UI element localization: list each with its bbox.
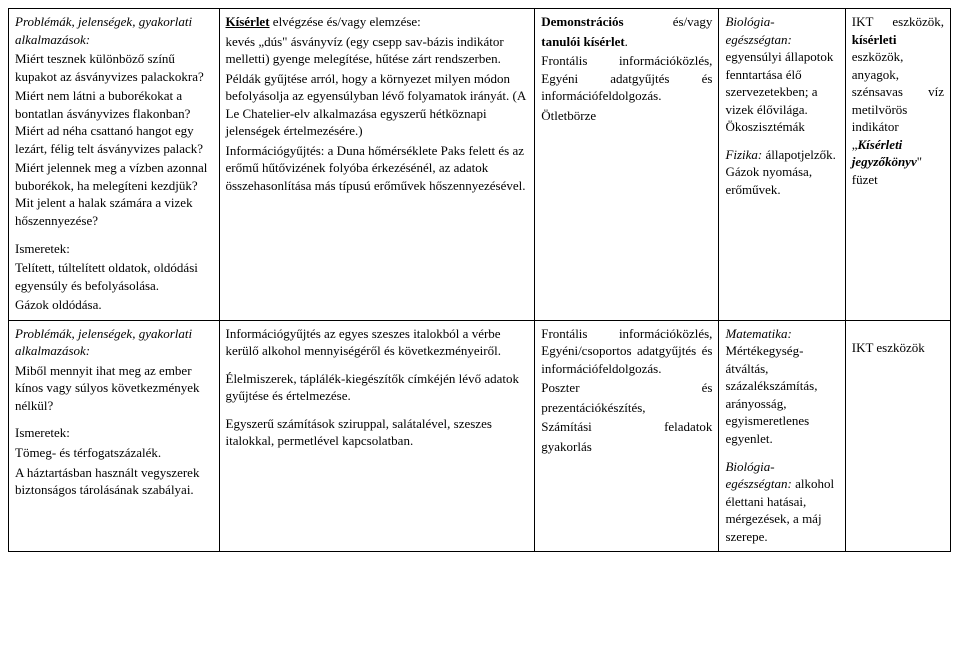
cell-r1c4: Biológia-egészségtan: egyensúlyi állapot… [719,9,845,321]
biology-label: Biológia-egészségtan: [725,459,791,492]
biology-label: Biológia-egészségtan: [725,14,791,47]
text: Poszter és [541,379,712,397]
text: A háztartásban használt vegyszerek bizto… [15,464,213,499]
cell-r2c1: Problémák, jelenségek, gyakorlati alkalm… [9,320,220,552]
text: prezentációkészítés, [541,399,712,417]
text: Számítási feladatok [541,418,712,436]
text: Miért jelennek meg a vízben azonnal bubo… [15,159,213,229]
text: Biológia-egészségtan: egyensúlyi állapot… [725,13,838,136]
demo-label: Demonstrációs [541,13,623,31]
text: feladatok [664,418,712,436]
experiment-label: Kísérlet [226,14,270,29]
cell-r1c1: Problémák, jelenségek, gyakorlati alkalm… [9,9,220,321]
text: Információgyűjtés az egyes szeszes italo… [226,325,529,360]
knowledge-label: Ismeretek: [15,240,213,258]
knowledge-label: Ismeretek: [15,424,213,442]
text: . [625,34,628,49]
physics-label: Fizika: [725,147,762,162]
text: Példák gyűjtése arról, hogy a környezet … [226,70,529,140]
text: egyensúlyi állapotok fenntartása élő sze… [725,49,833,134]
text: elvégzése és/vagy elemzése: [270,14,421,29]
cell-r1c3: Demonstrációs és/vagy tanulói kísérlet. F… [535,9,719,321]
text: tanulói kísérlet. [541,33,712,51]
text: Fizika: állapotjelzők. Gázok nyomása, er… [725,146,838,199]
text: gyakorlás [541,438,712,456]
experimental-bold: kísérleti [852,32,897,47]
text: Biológia-egészségtan: alkohol élettani h… [725,458,838,546]
text: Kísérlet elvégzése és/vagy elemzése: [226,13,529,31]
table-row: Problémák, jelenségek, gyakorlati alkalm… [9,9,951,321]
text: Demonstrációs és/vagy [541,13,712,31]
table-row: Problémák, jelenségek, gyakorlati alkalm… [9,320,951,552]
problems-label: Problémák, jelenségek, gyakorlati alkalm… [15,13,213,48]
text: Poszter [541,379,579,397]
cell-r2c3: Frontális információközlés, Egyéni/csopo… [535,320,719,552]
cell-r1c2: Kísérlet elvégzése és/vagy elemzése: kev… [219,9,535,321]
text: Mértékegység-átváltás, százalékszámítás,… [725,343,817,446]
text: Matematika: Mértékegység-átváltás, száza… [725,325,838,448]
curriculum-table: Problémák, jelenségek, gyakorlati alkalm… [8,8,951,552]
text: Miért tesznek különböző színű kupakot az… [15,50,213,85]
problems-label: Problémák, jelenségek, gyakorlati alkalm… [15,325,213,360]
text: Élelmiszerek, táplálék-kiegészítők címké… [226,370,529,405]
text: Információgyűjtés: a Duna hőmérséklete P… [226,142,529,195]
text: Számítási [541,418,592,436]
text: IKT eszközök, [852,14,944,29]
text: Miből mennyit ihat meg az ember kínos va… [15,362,213,415]
text: Frontális információközlés, Egyéni adatg… [541,52,712,105]
cell-r2c5: IKT eszközök [845,320,950,552]
journal-label: Kísérleti jegyzőkönyv [852,137,917,170]
text: kevés „dús" ásványvíz (egy csepp sav-báz… [226,33,529,68]
cell-r2c2: Információgyűjtés az egyes szeszes italo… [219,320,535,552]
cell-r2c4: Matematika: Mértékegység-átváltás, száza… [719,320,845,552]
student-exp-label: tanulói kísérlet [541,34,624,49]
text: és/vagy [673,13,713,31]
text: Frontális információközlés, Egyéni/csopo… [541,325,712,378]
text: Telített, túltelített oldatok, oldódási … [15,259,213,294]
text: IKT eszközök [852,339,944,357]
text: és [702,379,713,397]
text: Miért nem látni a buborékokat a bontatla… [15,87,213,157]
text: Tömeg- és térfogatszázalék. [15,444,213,462]
text: IKT eszközök, kísérleti eszközök, anyago… [852,13,944,188]
math-label: Matematika: [725,326,791,341]
cell-r1c5: IKT eszközök, kísérleti eszközök, anyago… [845,9,950,321]
text: Ötletbörze [541,107,712,125]
text: Gázok oldódása. [15,296,213,314]
text: Egyszerű számítások sziruppal, salátalév… [226,415,529,450]
